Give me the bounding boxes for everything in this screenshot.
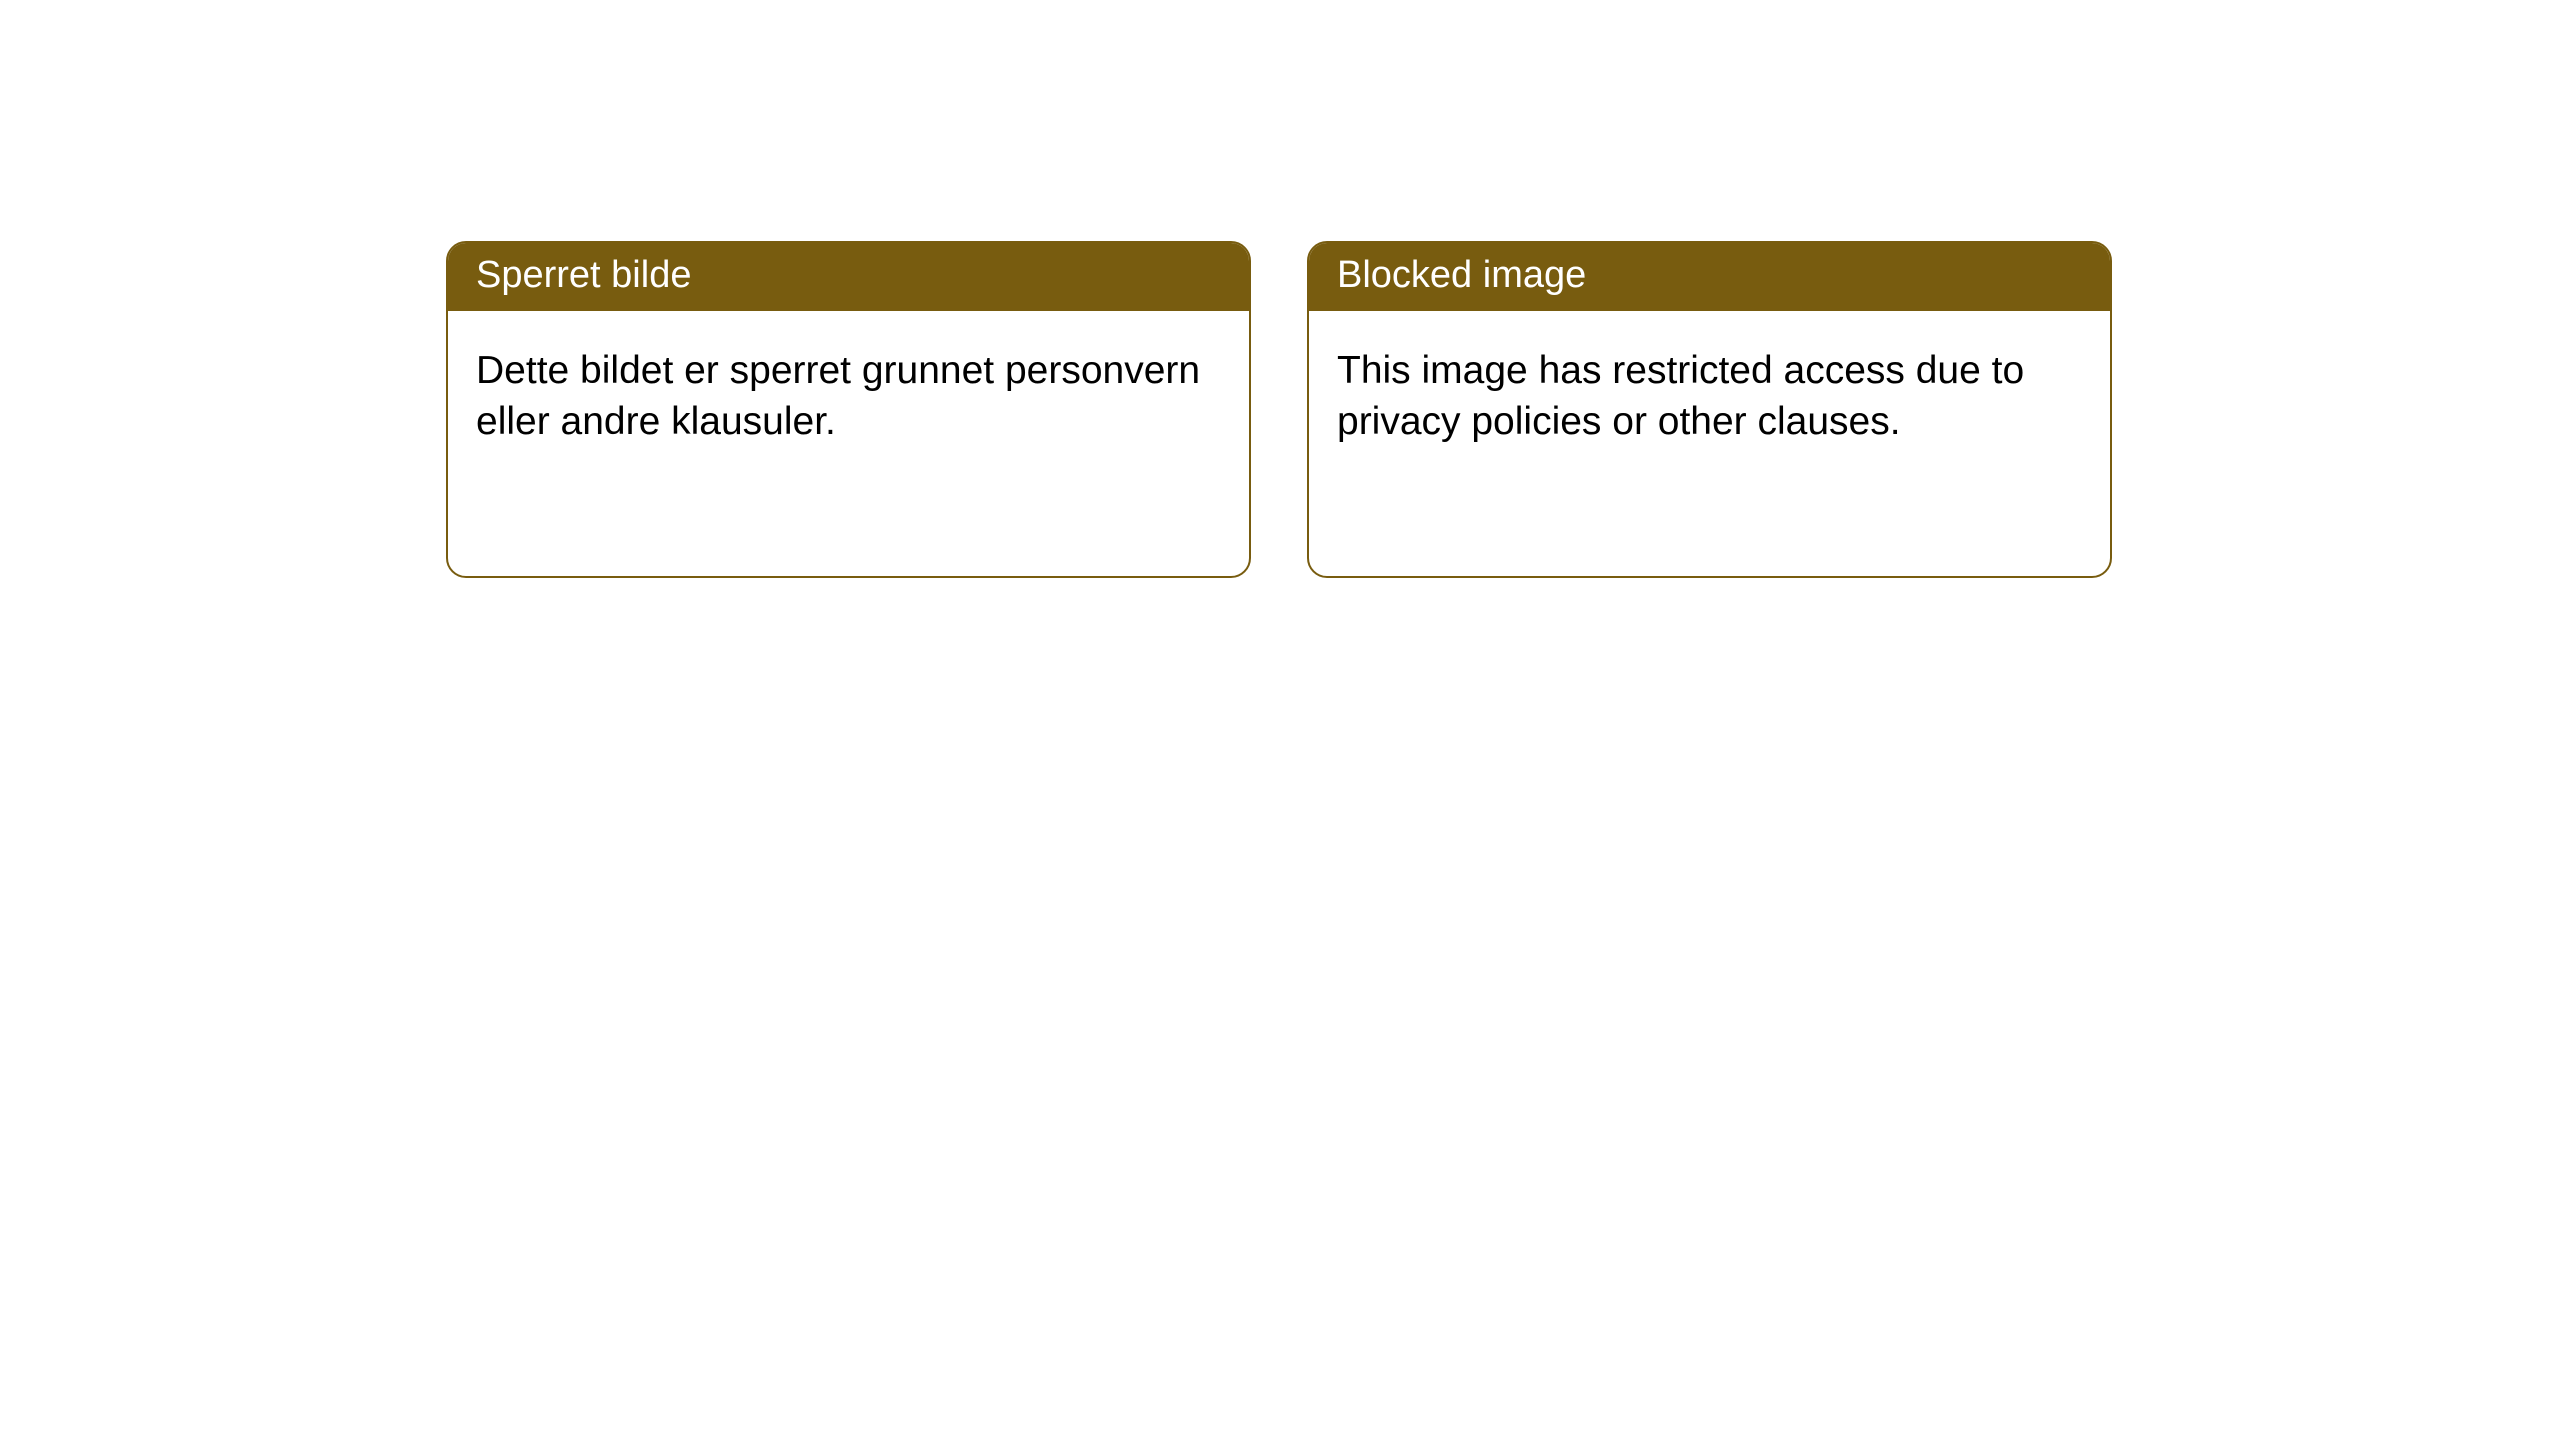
notice-card-norwegian: Sperret bilde Dette bildet er sperret gr…: [446, 241, 1251, 578]
notice-body: Dette bildet er sperret grunnet personve…: [448, 311, 1249, 483]
notice-header: Blocked image: [1309, 243, 2110, 311]
notice-container: Sperret bilde Dette bildet er sperret gr…: [0, 0, 2560, 578]
notice-body: This image has restricted access due to …: [1309, 311, 2110, 483]
notice-card-english: Blocked image This image has restricted …: [1307, 241, 2112, 578]
notice-header: Sperret bilde: [448, 243, 1249, 311]
